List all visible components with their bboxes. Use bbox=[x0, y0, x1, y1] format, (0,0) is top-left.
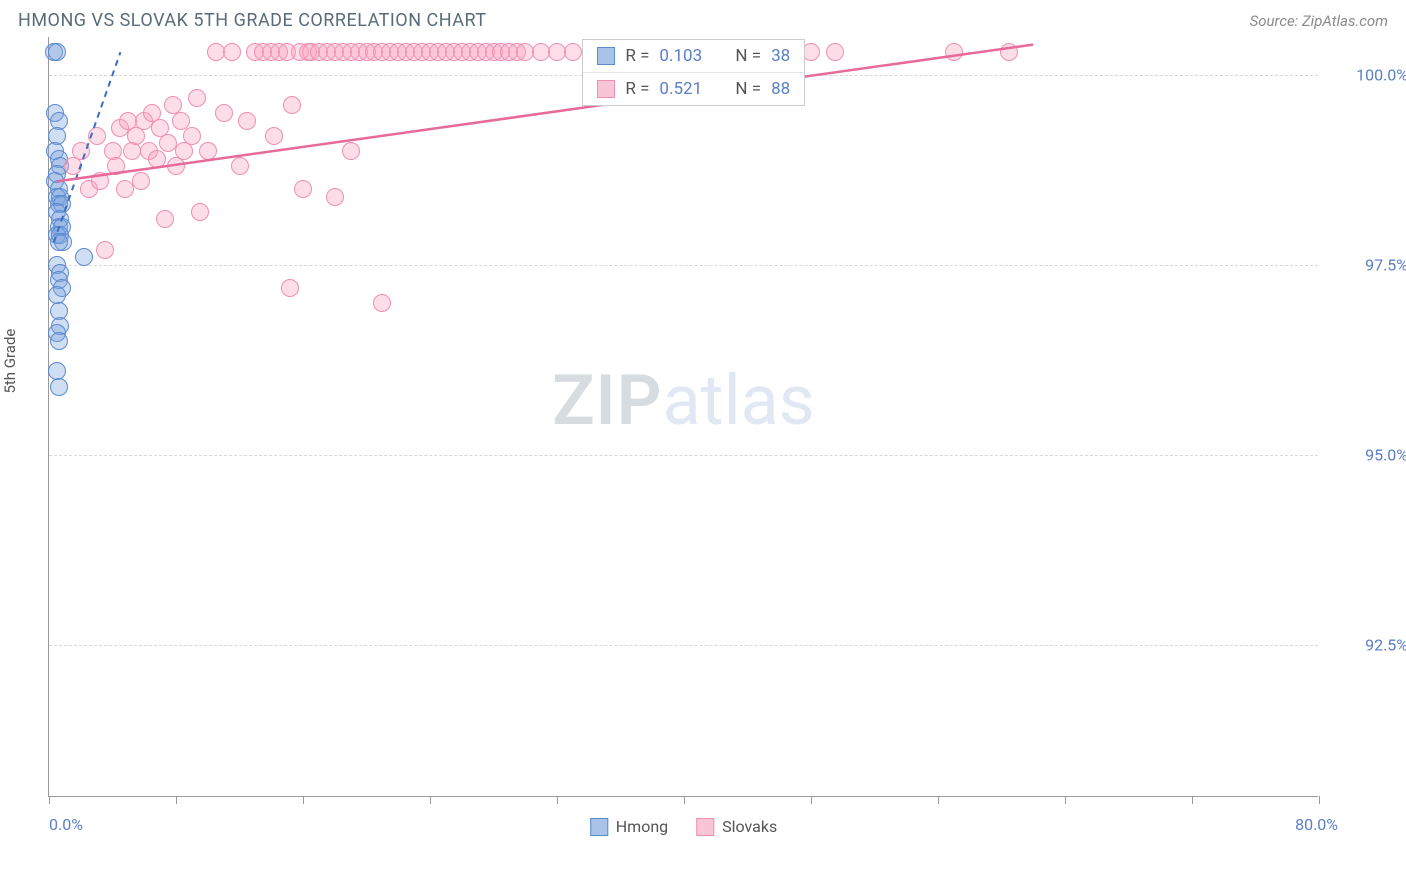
r-value: 0.521 bbox=[659, 79, 717, 99]
data-point bbox=[826, 43, 844, 61]
r-label: R = bbox=[625, 46, 649, 66]
gridline bbox=[49, 455, 1318, 456]
scatter-plot-area: ZIPatlas 0.0% 80.0% R = 0.103N = 38R = 0… bbox=[48, 37, 1318, 797]
legend-swatch bbox=[597, 80, 615, 98]
n-value: 38 bbox=[771, 46, 790, 66]
data-point bbox=[223, 43, 241, 61]
data-point bbox=[238, 112, 256, 130]
data-point bbox=[91, 172, 109, 190]
y-tick-label: 100.0% bbox=[1328, 66, 1406, 85]
watermark-atlas: atlas bbox=[663, 360, 815, 442]
legend-label: Slovaks bbox=[722, 817, 777, 836]
x-tick bbox=[1319, 796, 1320, 804]
data-point bbox=[188, 89, 206, 107]
data-point bbox=[199, 142, 217, 160]
data-point bbox=[48, 43, 66, 61]
legend-item: Hmong bbox=[590, 817, 668, 836]
source-label: Source: ZipAtlas.com bbox=[1250, 12, 1388, 30]
x-axis-min-label: 0.0% bbox=[49, 815, 83, 834]
data-point bbox=[156, 210, 174, 228]
trend-lines bbox=[49, 37, 1319, 797]
data-point bbox=[123, 142, 141, 160]
data-point bbox=[88, 127, 106, 145]
stats-legend-box: R = 0.103 N = 38 R = 0.521 N = 88 bbox=[582, 39, 805, 106]
watermark-zip: ZIP bbox=[552, 360, 662, 442]
stats-legend-row: R = 0.103 N = 38 bbox=[583, 40, 804, 73]
data-point bbox=[72, 142, 90, 160]
n-label: N = bbox=[735, 79, 761, 99]
x-tick bbox=[430, 796, 431, 804]
r-value: 0.103 bbox=[659, 46, 717, 66]
data-point bbox=[107, 157, 125, 175]
y-axis-title: 5th Grade bbox=[1, 329, 19, 394]
data-point bbox=[945, 43, 963, 61]
y-tick-label: 92.5% bbox=[1328, 636, 1406, 655]
data-point bbox=[50, 378, 68, 396]
data-point bbox=[564, 43, 582, 61]
legend-swatch bbox=[590, 818, 608, 836]
x-tick bbox=[1192, 796, 1193, 804]
data-point bbox=[281, 279, 299, 297]
data-point bbox=[183, 127, 201, 145]
y-tick-label: 97.5% bbox=[1328, 256, 1406, 275]
data-point bbox=[294, 180, 312, 198]
data-point bbox=[265, 127, 283, 145]
legend-swatch bbox=[696, 818, 714, 836]
x-tick bbox=[303, 796, 304, 804]
chart-title: HMONG VS SLOVAK 5TH GRADE CORRELATION CH… bbox=[18, 10, 487, 31]
watermark: ZIPatlas bbox=[552, 360, 815, 442]
x-tick bbox=[938, 796, 939, 804]
x-tick bbox=[557, 796, 558, 804]
data-point bbox=[326, 188, 344, 206]
data-point bbox=[75, 248, 93, 266]
data-point bbox=[373, 294, 391, 312]
data-point bbox=[50, 233, 68, 251]
data-point bbox=[50, 332, 68, 350]
y-tick-label: 95.0% bbox=[1328, 446, 1406, 465]
gridline bbox=[49, 265, 1318, 266]
x-tick bbox=[811, 796, 812, 804]
data-point bbox=[231, 157, 249, 175]
legend-label: Hmong bbox=[616, 817, 668, 836]
n-label: N = bbox=[735, 46, 761, 66]
x-tick bbox=[1065, 796, 1066, 804]
x-axis-max-label: 80.0% bbox=[1295, 815, 1338, 834]
trend-line bbox=[57, 45, 1033, 182]
series-legend: Hmong Slovaks bbox=[590, 817, 778, 836]
gridline bbox=[49, 645, 1318, 646]
data-point bbox=[283, 96, 301, 114]
legend-swatch bbox=[597, 47, 615, 65]
n-value: 88 bbox=[771, 79, 790, 99]
data-point bbox=[191, 203, 209, 221]
data-point bbox=[96, 241, 114, 259]
x-tick bbox=[49, 796, 50, 804]
data-point bbox=[1000, 43, 1018, 61]
data-point bbox=[215, 104, 233, 122]
data-point bbox=[342, 142, 360, 160]
r-label: R = bbox=[625, 79, 649, 99]
data-point bbox=[148, 150, 166, 168]
data-point bbox=[132, 172, 150, 190]
legend-item: Slovaks bbox=[696, 817, 777, 836]
stats-legend-row: R = 0.521 N = 88 bbox=[583, 73, 804, 105]
x-tick bbox=[684, 796, 685, 804]
x-tick bbox=[176, 796, 177, 804]
